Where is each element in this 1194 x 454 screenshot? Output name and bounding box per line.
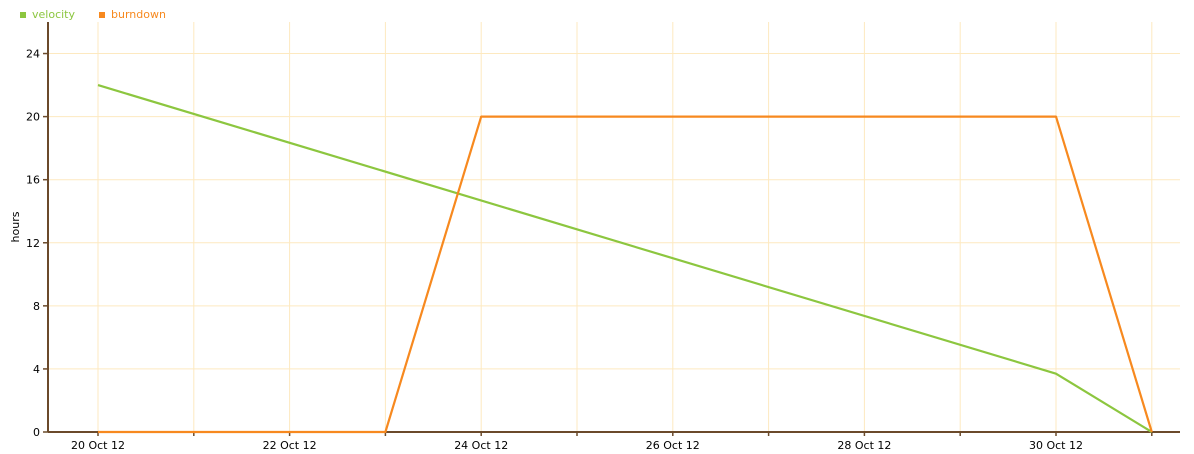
series-line-velocity <box>97 84 1153 433</box>
x-tick-label: 22 Oct 12 <box>263 439 317 452</box>
y-tick-label: 0 <box>33 426 40 439</box>
legend-label-velocity: velocity <box>32 8 75 21</box>
x-tick-label: 20 Oct 12 <box>71 439 125 452</box>
y-tick-label: 16 <box>26 174 40 187</box>
series-line-burndown <box>98 115 1153 434</box>
legend: velocity burndown <box>20 8 166 21</box>
legend-swatch-velocity <box>20 11 26 18</box>
legend-label-burndown: burndown <box>111 8 166 21</box>
x-tick-label: 28 Oct 12 <box>837 439 891 452</box>
y-tick-label: 24 <box>26 48 40 61</box>
legend-item-velocity[interactable]: velocity <box>20 8 75 21</box>
y-tick-label: 8 <box>33 300 40 313</box>
y-tick-label: 12 <box>26 237 40 250</box>
legend-swatch-burndown <box>99 11 105 18</box>
x-tick-label: 24 Oct 12 <box>454 439 508 452</box>
y-tick-label: 20 <box>26 111 40 124</box>
x-tick-label: 30 Oct 12 <box>1029 439 1083 452</box>
legend-item-burndown[interactable]: burndown <box>99 8 166 21</box>
x-tick-label: 26 Oct 12 <box>646 439 700 452</box>
y-tick-label: 4 <box>33 363 40 376</box>
y-axis-label: hours <box>9 211 22 242</box>
